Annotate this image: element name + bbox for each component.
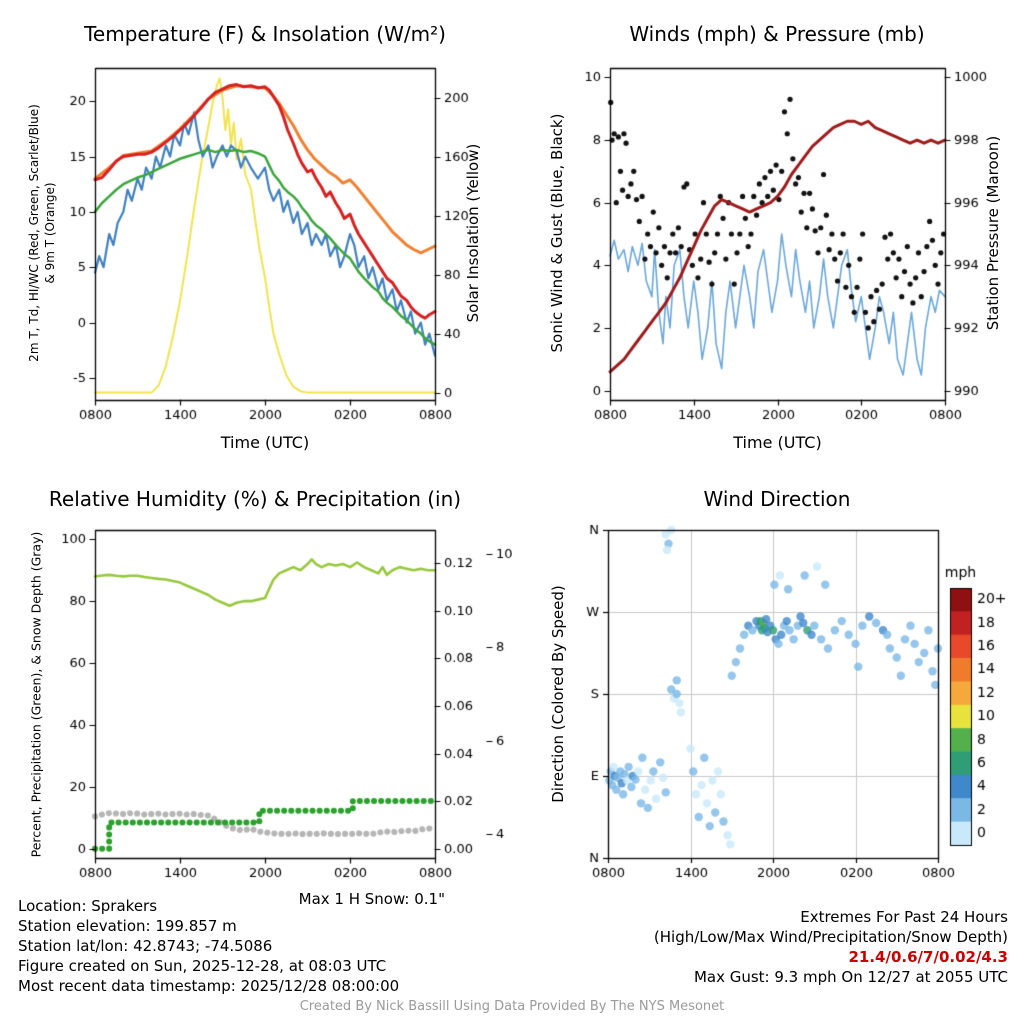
- extremes-subtitle: (High/Low/Max Wind/Precipitation/Snow De…: [653, 928, 1008, 946]
- data-timestamp: Most recent data timestamp: 2025/12/28 0…: [18, 977, 400, 995]
- max-snow-note: Max 1 H Snow: 0.1": [298, 890, 445, 908]
- extremes-values: 21.4/0.6/7/0.02/4.3: [848, 948, 1008, 966]
- figure-created: Figure created on Sun, 2025-12-28, at 08…: [18, 957, 387, 975]
- station-location: Location: Sprakers: [18, 897, 158, 915]
- dir-chart-title: Wind Direction: [703, 487, 851, 511]
- wind-direction-chart: [512, 460, 1024, 905]
- station-latlon: Station lat/lon: 42.8743; -74.5086: [18, 937, 273, 955]
- wind-xaxis-label: Time (UTC): [733, 433, 822, 452]
- humidity-precip-chart: [0, 460, 512, 905]
- extremes-block: Extremes For Past 24 Hours (High/Low/Max…: [524, 907, 1008, 987]
- temp-yaxis-left-label-2: & 9m T (Orange): [43, 182, 57, 284]
- winds-pressure-chart: [512, 0, 1024, 460]
- station-elevation: Station elevation: 199.857 m: [18, 917, 237, 935]
- extremes-title: Extremes For Past 24 Hours: [800, 908, 1008, 926]
- wind-yaxis-right-label: Station Pressure (Maroon): [984, 135, 1002, 331]
- station-info-block: Location: Sprakers Station elevation: 19…: [18, 896, 399, 996]
- temp-chart-title: Temperature (F) & Insolation (W/m²): [84, 22, 446, 46]
- temp-xaxis-label: Time (UTC): [220, 433, 310, 452]
- wind-yaxis-left-label: Sonic Wind & Gust (Blue, Black): [548, 113, 566, 353]
- dir-yaxis-left-label: Direction (Colored By Speed): [549, 585, 567, 803]
- temp-yaxis-right-label: Solar Insolation (Yellow): [464, 143, 482, 323]
- rh-chart-title: Relative Humidity (%) & Precipitation (i…: [48, 487, 462, 511]
- temperature-insolation-chart: [0, 0, 512, 460]
- credit-footer: Created By Nick Bassill Using Data Provi…: [299, 999, 725, 1014]
- max-gust: Max Gust: 9.3 mph On 12/27 at 2055 UTC: [693, 968, 1008, 986]
- wind-chart-title: Winds (mph) & Pressure (mb): [629, 22, 925, 46]
- rh-yaxis-left-label: Percent, Precipitation (Green), & Snow D…: [28, 531, 44, 858]
- temp-yaxis-left-label-1: 2m T, Td, HI/WC (Red, Green, Scarlet/Blu…: [27, 104, 41, 362]
